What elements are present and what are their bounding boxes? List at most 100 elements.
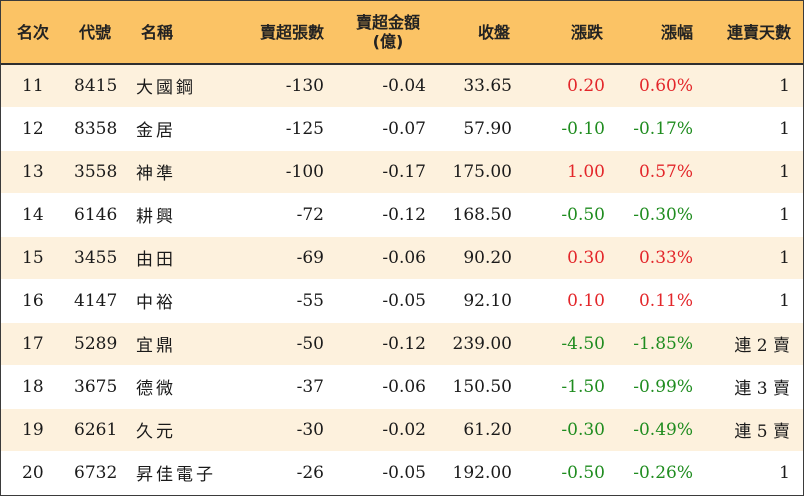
header-name: 名稱 — [126, 1, 238, 65]
cell-net-sell-amount: -0.12 — [338, 322, 438, 366]
cell-close-price: 57.90 — [438, 107, 528, 151]
cell-net-sell-amount: -0.17 — [338, 150, 438, 194]
cell-price-change: -0.10 — [528, 107, 618, 151]
header-code: 代號 — [64, 1, 126, 65]
cell-close-price: 192.00 — [438, 451, 528, 495]
cell-rank: 18 — [1, 365, 64, 409]
cell-rank: 13 — [1, 150, 64, 194]
header-rank: 名次 — [1, 1, 64, 65]
table-row: 19 6261 久元 -30 -0.02 61.20 -0.30 -0.49% 連 5 賣 — [1, 408, 803, 452]
cell-price-change: -4.50 — [528, 322, 618, 366]
cell-close-price: 90.20 — [438, 236, 528, 280]
cell-net-sell-amount: -0.06 — [338, 365, 438, 409]
cell-rank: 12 — [1, 107, 64, 151]
cell-stock-name: 金居 — [126, 107, 238, 151]
cell-stock-code: 3455 — [64, 236, 126, 280]
cell-price-change: 0.10 — [528, 279, 618, 323]
cell-percent-change: -0.99% — [618, 365, 708, 409]
table-row: 15 3455 由田 -69 -0.06 90.20 0.30 0.33% 1 — [1, 236, 803, 280]
cell-close-price: 175.00 — [438, 150, 528, 194]
cell-stock-name: 宜鼎 — [126, 322, 238, 366]
cell-stock-name: 昇佳電子 — [126, 451, 238, 495]
cell-net-sell-amount: -0.07 — [338, 107, 438, 151]
cell-net-sell-volume: -72 — [238, 193, 338, 237]
cell-stock-name: 由田 — [126, 236, 238, 280]
cell-close-price: 239.00 — [438, 322, 528, 366]
cell-rank: 15 — [1, 236, 64, 280]
cell-rank: 20 — [1, 451, 64, 495]
cell-percent-change: -0.26% — [618, 451, 708, 495]
header-row: 名次 代號 名稱 賣超張數 賣超金額 (億) 收盤 漲跌 漲幅 連賣天數 — [1, 1, 803, 65]
cell-consecutive-sell-days: 1 — [708, 279, 803, 323]
table-row: 14 6146 耕興 -72 -0.12 168.50 -0.50 -0.30% 1 — [1, 193, 803, 237]
cell-price-change: 0.30 — [528, 236, 618, 280]
cell-close-price: 92.10 — [438, 279, 528, 323]
header-net-sell-amount-line1: 賣超金額 — [355, 13, 420, 32]
cell-stock-code: 6261 — [64, 408, 126, 452]
cell-rank: 11 — [1, 64, 64, 108]
cell-close-price: 168.50 — [438, 193, 528, 237]
cell-percent-change: 0.60% — [618, 64, 708, 108]
table-body: 11 8415 大國鋼 -130 -0.04 33.65 0.20 0.60% 1 12 8358 金… — [1, 64, 803, 495]
table-row: 13 3558 神準 -100 -0.17 175.00 1.00 0.57% 1 — [1, 150, 803, 194]
cell-rank: 16 — [1, 279, 64, 323]
table-row: 20 6732 昇佳電子 -26 -0.05 192.00 -0.50 -0.26% 1 — [1, 451, 803, 495]
cell-net-sell-amount: -0.05 — [338, 279, 438, 323]
cell-net-sell-volume: -125 — [238, 107, 338, 151]
cell-net-sell-amount: -0.02 — [338, 408, 438, 452]
cell-close-price: 61.20 — [438, 408, 528, 452]
cell-percent-change: 0.11% — [618, 279, 708, 323]
cell-consecutive-sell-days: 1 — [708, 64, 803, 108]
cell-net-sell-volume: -50 — [238, 322, 338, 366]
table-row: 18 3675 德微 -37 -0.06 150.50 -1.50 -0.99% 連 3 賣 — [1, 365, 803, 409]
cell-percent-change: 0.33% — [618, 236, 708, 280]
header-percent-change: 漲幅 — [618, 1, 708, 65]
cell-percent-change: -1.85% — [618, 322, 708, 366]
cell-rank: 19 — [1, 408, 64, 452]
cell-net-sell-amount: -0.12 — [338, 193, 438, 237]
cell-stock-name: 久元 — [126, 408, 238, 452]
cell-net-sell-volume: -130 — [238, 64, 338, 108]
cell-percent-change: 0.57% — [618, 150, 708, 194]
cell-stock-name: 大國鋼 — [126, 64, 238, 108]
header-net-sell-volume: 賣超張數 — [238, 1, 338, 65]
cell-stock-code: 3558 — [64, 150, 126, 194]
cell-consecutive-sell-days: 1 — [708, 451, 803, 495]
cell-net-sell-amount: -0.06 — [338, 236, 438, 280]
cell-price-change: -0.50 — [528, 193, 618, 237]
cell-net-sell-volume: -69 — [238, 236, 338, 280]
cell-net-sell-amount: -0.04 — [338, 64, 438, 108]
cell-percent-change: -0.49% — [618, 408, 708, 452]
cell-close-price: 150.50 — [438, 365, 528, 409]
table-row: 17 5289 宜鼎 -50 -0.12 239.00 -4.50 -1.85% 連 2 賣 — [1, 322, 803, 366]
cell-stock-code: 8415 — [64, 64, 126, 108]
cell-consecutive-sell-days: 連 5 賣 — [708, 408, 803, 452]
cell-stock-code: 8358 — [64, 107, 126, 151]
cell-consecutive-sell-days: 連 3 賣 — [708, 365, 803, 409]
cell-price-change: 0.20 — [528, 64, 618, 108]
header-net-sell-amount: 賣超金額 (億) — [338, 1, 438, 65]
cell-price-change: -0.30 — [528, 408, 618, 452]
header-price-change: 漲跌 — [528, 1, 618, 65]
cell-stock-name: 中裕 — [126, 279, 238, 323]
cell-consecutive-sell-days: 1 — [708, 236, 803, 280]
cell-net-sell-volume: -37 — [238, 365, 338, 409]
cell-percent-change: -0.30% — [618, 193, 708, 237]
cell-net-sell-volume: -100 — [238, 150, 338, 194]
cell-rank: 14 — [1, 193, 64, 237]
header-net-sell-amount-unit: (億) — [372, 32, 404, 51]
cell-percent-change: -0.17% — [618, 107, 708, 151]
cell-net-sell-volume: -30 — [238, 408, 338, 452]
cell-net-sell-amount: -0.05 — [338, 451, 438, 495]
cell-price-change: -1.50 — [528, 365, 618, 409]
header-consecutive-sell-days: 連賣天數 — [708, 1, 803, 65]
cell-stock-name: 神準 — [126, 150, 238, 194]
cell-close-price: 33.65 — [438, 64, 528, 108]
cell-consecutive-sell-days: 1 — [708, 107, 803, 151]
cell-stock-code: 4147 — [64, 279, 126, 323]
table-header: 名次 代號 名稱 賣超張數 賣超金額 (億) 收盤 漲跌 漲幅 連賣天數 — [1, 1, 803, 65]
cell-price-change: -0.50 — [528, 451, 618, 495]
cell-consecutive-sell-days: 1 — [708, 150, 803, 194]
